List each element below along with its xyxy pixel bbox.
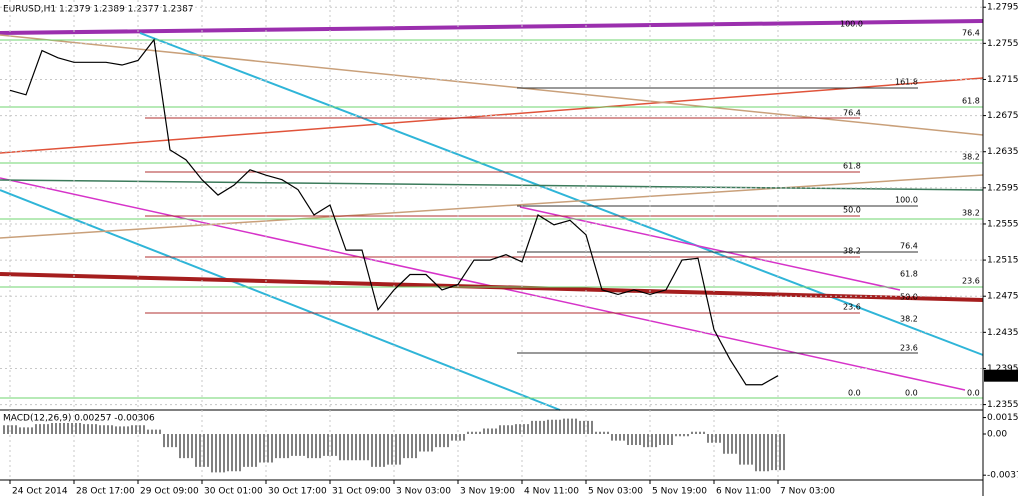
y-tick-label: 0.00	[987, 430, 1007, 440]
x-tick-label: 5 Nov 03:00	[588, 487, 643, 496]
y-tick-label: 1.2755	[987, 39, 1018, 49]
x-tick-label: 30 Oct 01:00	[204, 487, 263, 496]
y-tick-label: 1.2635	[987, 147, 1018, 157]
y-tick-label: 1.2395	[987, 364, 1018, 374]
channel-line	[519, 206, 901, 291]
y-tick-label: 1.2475	[987, 292, 1018, 302]
fib-label: 76.4	[900, 242, 918, 251]
fib-label: 50.0	[843, 206, 861, 215]
x-tick-label: 31 Oct 09:00	[332, 487, 391, 496]
current-price-box	[984, 369, 1018, 382]
channel-line	[0, 177, 966, 391]
y-tick-label: 1.2435	[987, 328, 1018, 338]
fib-label: 23.6	[962, 277, 980, 286]
indicator-title: MACD(12,26,9) 0.00257 -0.00306	[3, 414, 155, 424]
fib-label: 50.0	[900, 293, 918, 302]
x-tick-label: 30 Oct 17:00	[268, 487, 327, 496]
y-tick-label: 1.2555	[987, 219, 1018, 229]
channel-line	[0, 189, 561, 411]
x-tick-label: 6 Nov 11:00	[716, 487, 771, 496]
y-tick-label: 1.2355	[987, 400, 1018, 410]
y-tick-label: 1.2795	[987, 3, 1018, 13]
trend-lines	[0, 0, 984, 496]
x-tick-label: 28 Oct 17:00	[76, 487, 135, 496]
fib-label: 61.8	[900, 270, 918, 279]
trend-line	[0, 179, 984, 191]
fib-label: 23.6	[843, 303, 861, 312]
x-tick-label: 7 Nov 03:00	[780, 487, 835, 496]
resistance-line	[0, 19, 984, 35]
fib-label: 38.2	[843, 247, 861, 256]
fib-label: 100.0	[895, 196, 918, 205]
fib-label: 0.0	[848, 389, 861, 398]
fib-label: 100.0	[840, 20, 863, 29]
fib-label: 61.8	[843, 162, 861, 171]
y-tick-label: 1.2595	[987, 183, 1018, 193]
x-tick-label: 29 Oct 09:00	[140, 487, 199, 496]
y-tick-label: 1.2675	[987, 111, 1018, 121]
x-tick-label: 3 Nov 03:00	[396, 487, 451, 496]
y-tick-label: 1.2515	[987, 256, 1018, 266]
fib-label: 38.2	[962, 209, 980, 218]
fib-label: 161.8	[895, 78, 918, 87]
channel-line	[139, 32, 984, 356]
fib-labels: 100.0 76.4 161.8 61.8 76.4 38.2 61.8 100…	[840, 20, 980, 398]
x-tick-label: 5 Nov 19:00	[652, 487, 707, 496]
fib-label: 0.0	[905, 389, 918, 398]
fib-label: 38.2	[900, 315, 918, 324]
x-tick-label: 4 Nov 11:00	[524, 487, 579, 496]
fib-label: 76.4	[962, 29, 980, 38]
fib-label: 38.2	[962, 153, 980, 162]
x-tick-label: 3 Nov 19:00	[460, 487, 515, 496]
y-tick-label: 1.2715	[987, 75, 1018, 85]
y-tick-label: 0.0015	[987, 413, 1018, 423]
trend-line	[0, 174, 984, 239]
fib-label: 23.6	[900, 344, 918, 353]
x-tick-label: 24 Oct 2014	[12, 487, 68, 496]
fib-label: 0.0	[967, 389, 980, 398]
y-tick-label: -0.00376	[987, 471, 1018, 481]
current-price-label: 1.2387	[986, 371, 1018, 381]
price-line	[9, 38, 779, 386]
fib-label: 61.8	[962, 97, 980, 106]
fib-label: 76.4	[843, 109, 861, 118]
chart-title: EURUSD,H1 1.2379 1.2389 1.2377 1.2387	[3, 5, 194, 15]
